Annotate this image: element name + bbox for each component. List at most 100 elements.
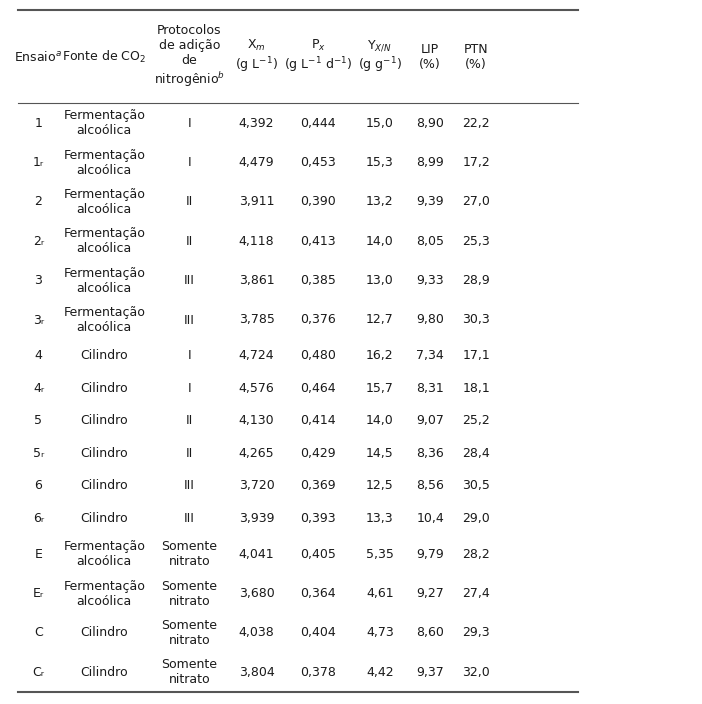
Text: 4,576: 4,576	[239, 382, 274, 395]
Text: 9,37: 9,37	[416, 666, 444, 679]
Text: I: I	[187, 382, 191, 395]
Text: Cilindro: Cilindro	[81, 349, 128, 363]
Text: 4,479: 4,479	[239, 156, 274, 169]
Text: 28,9: 28,9	[462, 274, 490, 287]
Text: 27,0: 27,0	[462, 196, 490, 208]
Text: Somente
nitrato: Somente nitrato	[161, 658, 218, 686]
Text: II: II	[186, 447, 193, 460]
Text: 29,0: 29,0	[462, 512, 490, 524]
Text: Eᵣ: Eᵣ	[33, 587, 44, 600]
Text: 4,130: 4,130	[239, 415, 274, 427]
Text: 30,3: 30,3	[462, 313, 490, 327]
Text: Protocolos
de adição
de
nitrogênio$^b$: Protocolos de adição de nitrogênio$^b$	[154, 25, 225, 89]
Text: 4,392: 4,392	[239, 117, 274, 130]
Text: 0,378: 0,378	[300, 666, 336, 679]
Text: II: II	[186, 196, 193, 208]
Text: Fermentação
alcoólica: Fermentação alcoólica	[63, 540, 145, 568]
Text: 9,33: 9,33	[416, 274, 444, 287]
Text: 8,60: 8,60	[416, 627, 444, 639]
Text: Cilindro: Cilindro	[81, 447, 128, 460]
Text: 18,1: 18,1	[462, 382, 490, 395]
Text: LIP
(%): LIP (%)	[419, 43, 441, 70]
Text: III: III	[184, 274, 194, 287]
Text: Somente
nitrato: Somente nitrato	[161, 619, 218, 647]
Text: 4,73: 4,73	[366, 627, 394, 639]
Text: I: I	[187, 117, 191, 130]
Text: 13,3: 13,3	[366, 512, 394, 524]
Text: 4,118: 4,118	[239, 234, 274, 248]
Text: 0,393: 0,393	[300, 512, 336, 524]
Text: 1ᵣ: 1ᵣ	[33, 156, 44, 169]
Text: Fermentação
alcoólica: Fermentação alcoólica	[63, 579, 145, 608]
Text: 27,4: 27,4	[462, 587, 490, 600]
Text: 4,265: 4,265	[239, 447, 274, 460]
Text: 0,414: 0,414	[300, 415, 336, 427]
Text: II: II	[186, 415, 193, 427]
Text: Cilindro: Cilindro	[81, 415, 128, 427]
Text: III: III	[184, 512, 194, 524]
Text: 4,42: 4,42	[366, 666, 394, 679]
Text: Fonte de CO$_2$: Fonte de CO$_2$	[62, 49, 146, 65]
Text: III: III	[184, 313, 194, 327]
Text: 0,453: 0,453	[300, 156, 336, 169]
Text: 9,79: 9,79	[416, 548, 444, 560]
Text: 3,720: 3,720	[239, 479, 274, 492]
Text: Fermentação
alcoólica: Fermentação alcoólica	[63, 109, 145, 137]
Text: Somente
nitrato: Somente nitrato	[161, 579, 218, 608]
Text: 3,939: 3,939	[239, 512, 274, 524]
Text: 0,405: 0,405	[300, 548, 336, 560]
Text: 25,3: 25,3	[462, 234, 490, 248]
Text: 0,385: 0,385	[300, 274, 336, 287]
Text: I: I	[187, 156, 191, 169]
Text: 13,0: 13,0	[366, 274, 394, 287]
Text: 9,39: 9,39	[416, 196, 444, 208]
Text: Cᵣ: Cᵣ	[32, 666, 44, 679]
Text: X$_m$
(g L$^{-1}$): X$_m$ (g L$^{-1}$)	[235, 38, 278, 75]
Text: 12,7: 12,7	[366, 313, 394, 327]
Text: 0,464: 0,464	[300, 382, 336, 395]
Text: 0,480: 0,480	[300, 349, 336, 363]
Text: 0,413: 0,413	[300, 234, 336, 248]
Text: 8,31: 8,31	[416, 382, 444, 395]
Text: 0,444: 0,444	[300, 117, 336, 130]
Text: 14,5: 14,5	[366, 447, 394, 460]
Text: 8,99: 8,99	[416, 156, 444, 169]
Text: III: III	[184, 479, 194, 492]
Text: 4,61: 4,61	[366, 587, 394, 600]
Text: 15,0: 15,0	[366, 117, 394, 130]
Text: 3,680: 3,680	[239, 587, 274, 600]
Text: 30,5: 30,5	[462, 479, 490, 492]
Text: 0,390: 0,390	[300, 196, 336, 208]
Text: 17,2: 17,2	[462, 156, 490, 169]
Text: 16,2: 16,2	[366, 349, 394, 363]
Text: Fermentação
alcoólica: Fermentação alcoólica	[63, 188, 145, 216]
Text: I: I	[187, 349, 191, 363]
Text: 4,038: 4,038	[239, 627, 274, 639]
Text: 0,369: 0,369	[300, 479, 336, 492]
Text: 9,27: 9,27	[416, 587, 444, 600]
Text: 14,0: 14,0	[366, 415, 394, 427]
Text: 2: 2	[34, 196, 42, 208]
Text: 0,404: 0,404	[300, 627, 336, 639]
Text: 9,07: 9,07	[416, 415, 444, 427]
Text: 28,2: 28,2	[462, 548, 490, 560]
Text: 32,0: 32,0	[462, 666, 490, 679]
Text: C: C	[34, 627, 43, 639]
Text: 10,4: 10,4	[416, 512, 444, 524]
Text: 29,3: 29,3	[463, 627, 490, 639]
Text: 4,724: 4,724	[239, 349, 274, 363]
Text: Fermentação
alcoólica: Fermentação alcoólica	[63, 227, 145, 256]
Text: Cilindro: Cilindro	[81, 512, 128, 524]
Text: Fermentação
alcoólica: Fermentação alcoólica	[63, 149, 145, 177]
Text: 8,05: 8,05	[416, 234, 444, 248]
Text: 15,7: 15,7	[366, 382, 394, 395]
Text: 13,2: 13,2	[366, 196, 394, 208]
Text: 6ᵣ: 6ᵣ	[33, 512, 44, 524]
Text: 5,35: 5,35	[366, 548, 394, 560]
Text: 3,911: 3,911	[239, 196, 274, 208]
Text: Cilindro: Cilindro	[81, 666, 128, 679]
Text: 4,041: 4,041	[239, 548, 274, 560]
Text: 1: 1	[34, 117, 42, 130]
Text: 4: 4	[34, 349, 42, 363]
Text: E: E	[34, 548, 42, 560]
